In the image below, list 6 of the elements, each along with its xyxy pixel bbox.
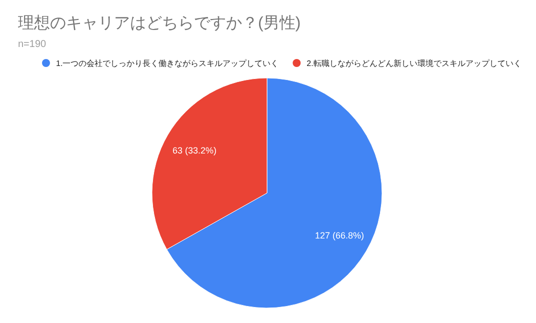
data-label: 127 (66.8%) [314, 230, 364, 240]
chart-title: 理想のキャリアはどちらですか？(男性) [18, 14, 301, 32]
chart-subtitle: n=190 [18, 39, 47, 50]
data-label: 63 (33.2%) [172, 146, 217, 156]
legend-label: 2.転職しながらどんどん新しい環境でスキルアップしていく [306, 59, 522, 68]
legend-label: 1.一つの会社でしっかり長く働きながらスキルアップしていく [56, 59, 279, 68]
